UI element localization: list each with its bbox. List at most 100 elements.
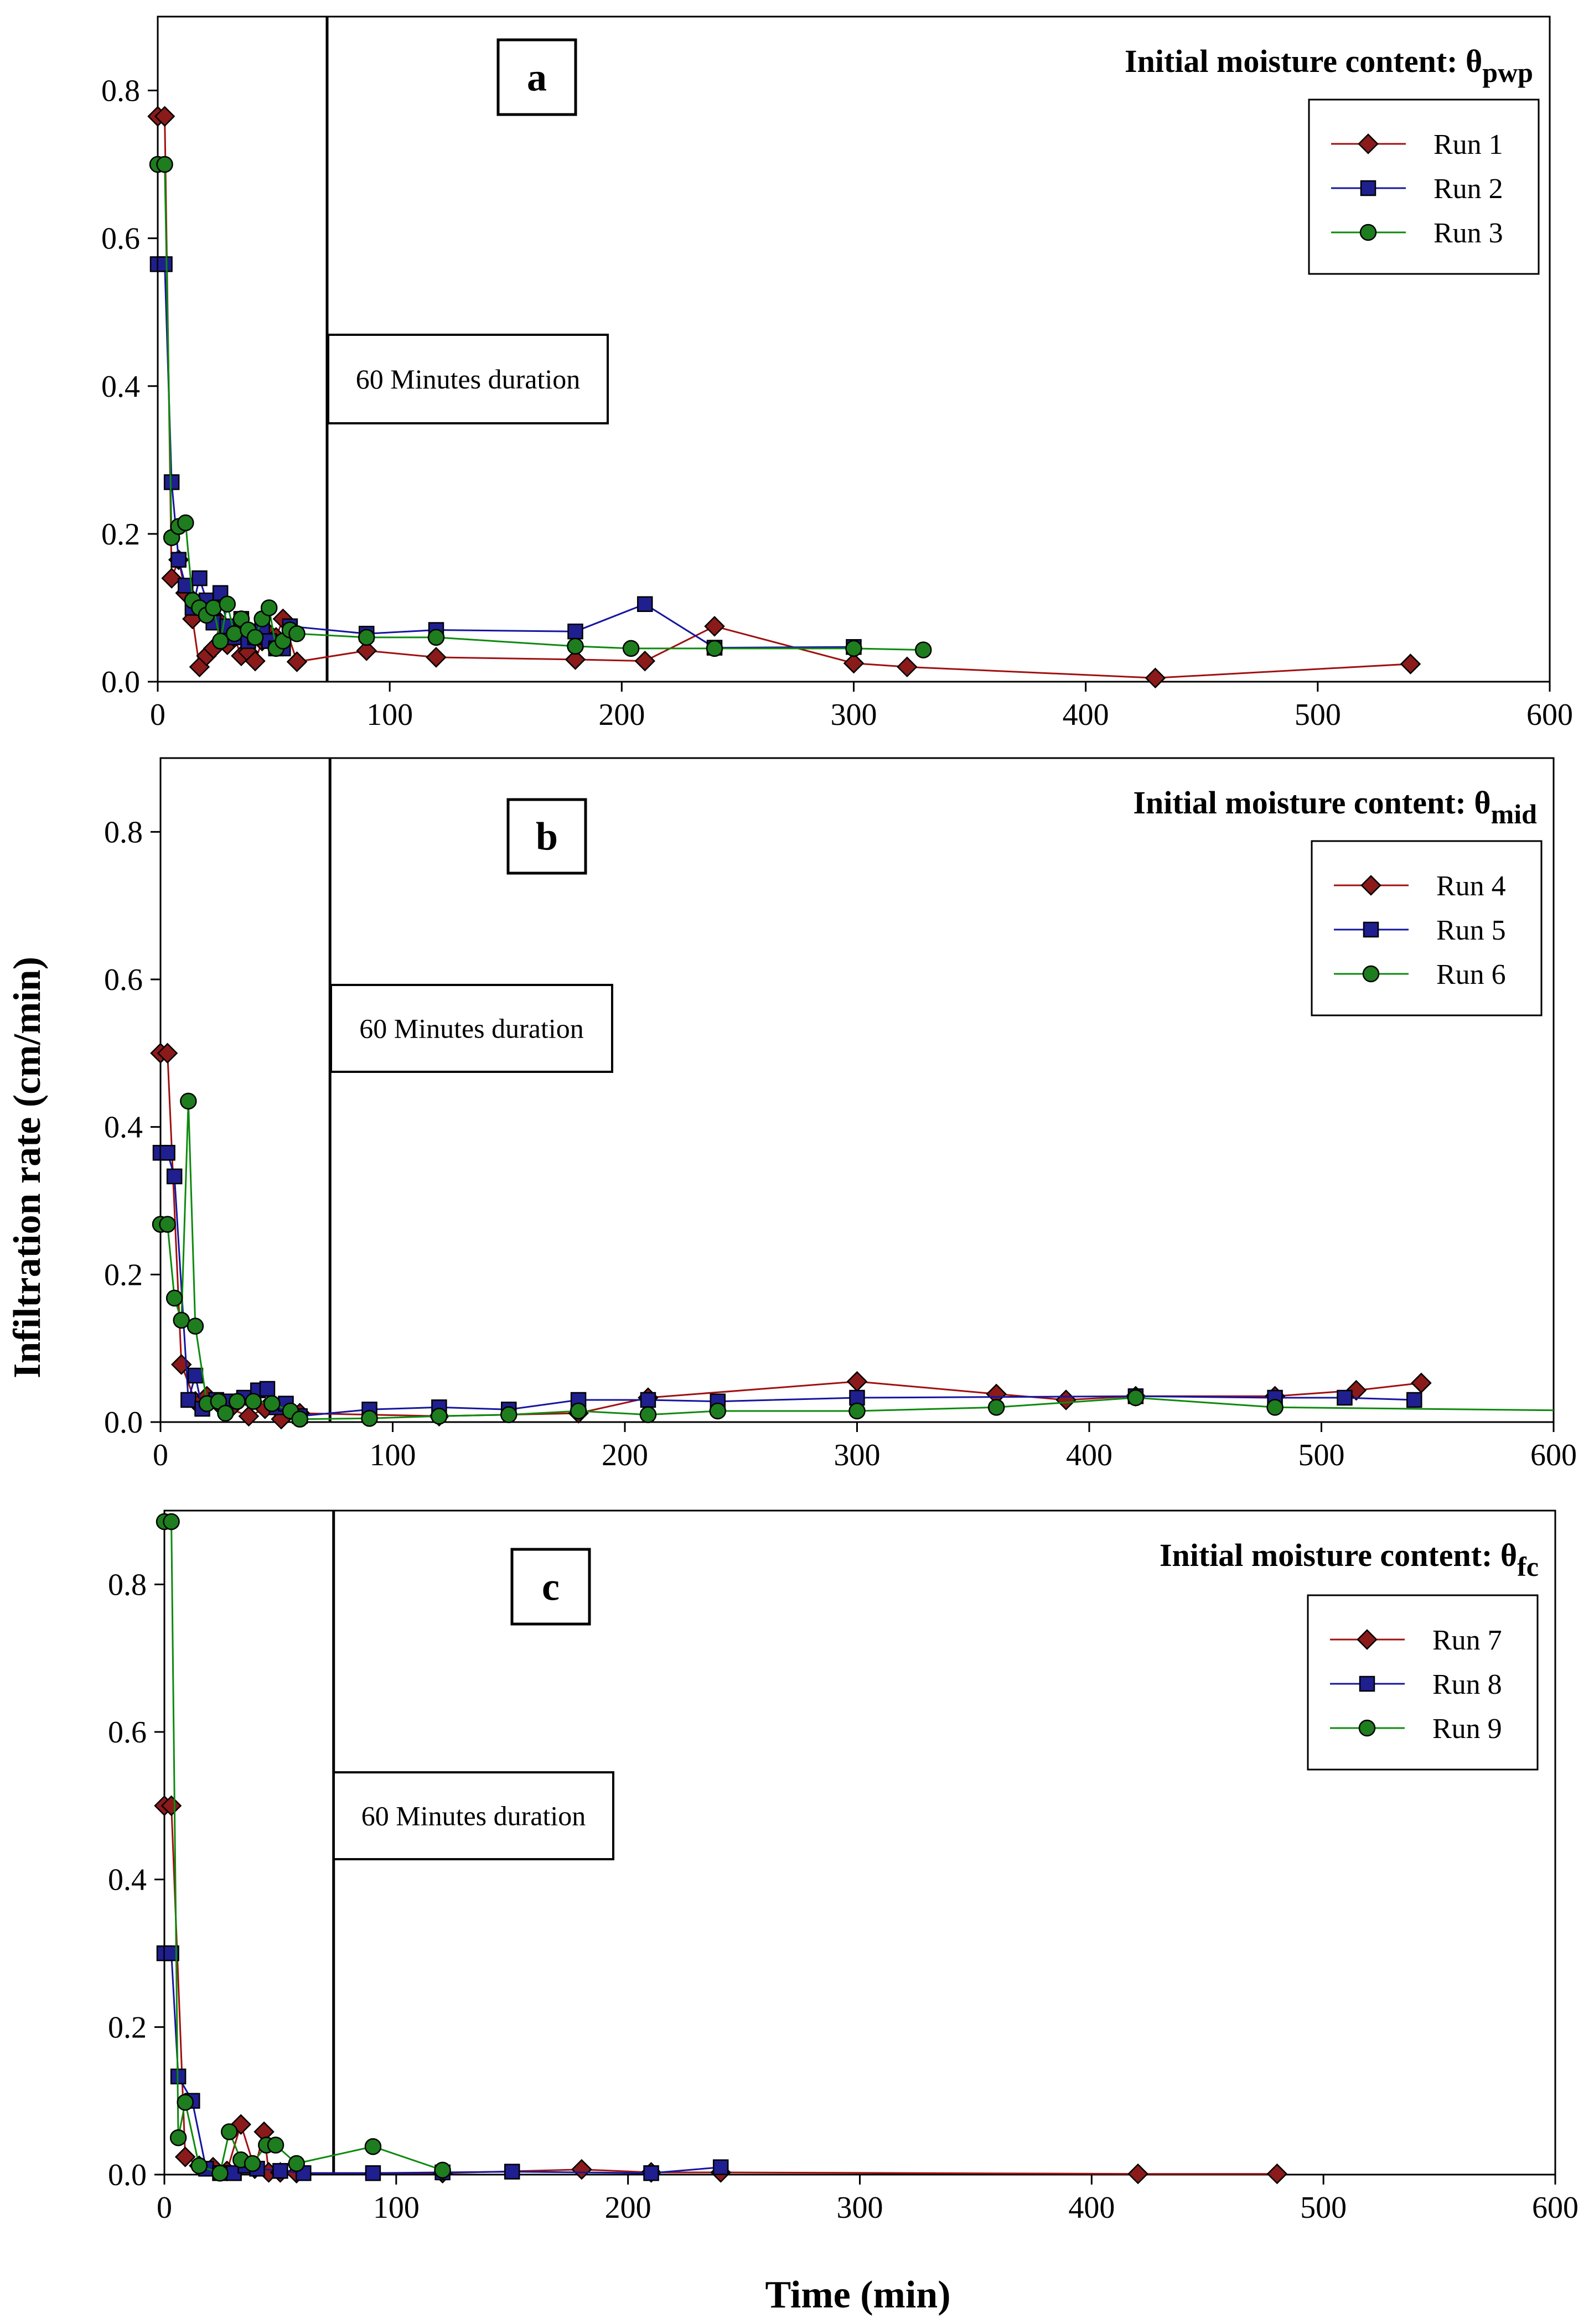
data-point — [427, 629, 445, 646]
data-point — [1266, 2163, 1288, 2185]
legend: Run 4 Run 5 Run 6 — [1311, 840, 1543, 1016]
data-point — [173, 1311, 190, 1329]
data-point — [637, 596, 653, 613]
data-point — [361, 1410, 378, 1427]
x-tick-label: 600 — [1532, 2191, 1579, 2225]
duration-label: 60 Minutes duration — [361, 1801, 586, 1832]
data-point — [570, 1402, 587, 1420]
legend: Run 1 Run 2 Run 3 — [1308, 98, 1540, 275]
x-tick-label: 0 — [150, 698, 165, 732]
data-point — [1145, 667, 1166, 689]
data-point — [260, 599, 278, 616]
legend-marker — [1359, 224, 1377, 241]
data-point — [622, 640, 640, 657]
panel-a: 0 100 200 300 400 500 600 0.0 0.2 0.4 0.6 0.8 60 Min… — [101, 15, 1573, 732]
legend-label: Run 2 — [1433, 173, 1503, 205]
data-point — [1127, 1389, 1145, 1407]
y-tick-label: 0.0 — [101, 665, 140, 699]
legend-label: Run 8 — [1432, 1669, 1502, 1700]
data-point — [238, 1405, 260, 1427]
data-point — [288, 2155, 305, 2172]
panel-header: Initial moisture content: θfc — [1160, 1537, 1539, 1582]
series-run-9 — [156, 1513, 451, 2182]
y-tick-label: 0.0 — [108, 2158, 147, 2192]
data-point — [219, 595, 236, 613]
duration-box — [333, 1771, 614, 1860]
data-point — [177, 2094, 194, 2111]
series-run-6 — [152, 1092, 1554, 1428]
data-point — [217, 1404, 234, 1422]
data-point — [177, 514, 194, 532]
data-point — [190, 2157, 208, 2175]
data-point — [170, 552, 187, 568]
x-tick-label: 0 — [157, 2191, 172, 2225]
data-point — [163, 474, 180, 490]
data-point — [263, 1395, 281, 1412]
data-point — [180, 1092, 197, 1110]
data-point — [259, 1381, 276, 1397]
legend-marker — [1358, 133, 1379, 154]
x-tick-label: 100 — [370, 1438, 416, 1472]
x-axis-title: Time (min) — [765, 2274, 950, 2316]
data-point — [358, 629, 375, 646]
data-point — [157, 256, 173, 272]
duration-label: 60 Minutes duration — [356, 364, 581, 395]
data-point — [1406, 1392, 1422, 1408]
data-point — [712, 2159, 729, 2175]
data-point — [291, 1410, 308, 1428]
data-point — [640, 1392, 656, 1408]
data-point — [245, 1393, 262, 1410]
panel-header: Initial moisture content: θpwp — [1125, 43, 1533, 88]
data-point — [205, 599, 222, 616]
duration-box — [330, 984, 613, 1073]
data-point — [180, 1392, 196, 1408]
y-tick-label: 0.8 — [108, 1568, 147, 1602]
data-point — [187, 1317, 204, 1335]
x-tick-label: 200 — [602, 1438, 648, 1472]
legend: Run 7 Run 8 Run 9 — [1307, 1594, 1539, 1771]
y-tick-label: 0.2 — [104, 1258, 143, 1292]
data-point — [165, 1289, 183, 1307]
series-line — [161, 1052, 1422, 1420]
panel-letter: a — [527, 55, 547, 100]
panels-layer: 0 100 200 300 400 500 600 0.0 0.2 0.4 0.6 0.8 60 Min… — [101, 15, 1579, 2225]
data-point — [211, 632, 229, 650]
data-point — [272, 2163, 288, 2179]
data-point — [1127, 2163, 1148, 2185]
data-point — [504, 2164, 520, 2180]
data-point — [706, 640, 723, 657]
data-point — [166, 1168, 183, 1185]
legend-box — [1308, 98, 1540, 275]
x-tick-label: 500 — [1298, 1438, 1345, 1472]
duration-box — [327, 334, 609, 424]
legend-marker — [1357, 1629, 1378, 1650]
panel-letter: b — [536, 815, 558, 859]
data-point — [897, 656, 918, 678]
panel-b: 0 100 200 300 400 500 600 0.0 0.2 0.4 0.6 0.8 60 Min… — [104, 757, 1577, 1472]
series-line — [164, 1804, 1277, 2175]
data-point — [987, 1399, 1005, 1416]
data-point — [434, 2161, 451, 2179]
series-run-3 — [149, 155, 932, 658]
data-point — [156, 155, 173, 173]
legend-box — [1311, 840, 1543, 1016]
panel-letter: c — [542, 1565, 560, 1609]
data-point — [709, 1402, 727, 1420]
x-tick-label: 300 — [834, 1438, 881, 1472]
legend-box — [1307, 1594, 1539, 1771]
panel-letter-box — [506, 798, 587, 875]
series-line — [164, 1952, 721, 2174]
data-point — [848, 1402, 866, 1420]
y-tick-label: 0.6 — [104, 963, 143, 997]
data-point — [565, 649, 586, 670]
data-point — [1266, 1399, 1284, 1416]
x-tick-label: 600 — [1530, 1438, 1577, 1472]
legend-label: Run 6 — [1436, 959, 1506, 990]
series-run-8 — [156, 1945, 729, 2181]
legend-marker — [1359, 1675, 1375, 1692]
data-point — [159, 1216, 176, 1233]
series-line — [158, 263, 854, 650]
data-point — [174, 2146, 196, 2167]
y-axis-title: Infiltration rate (cm/min) — [6, 957, 49, 1378]
data-point — [915, 641, 932, 658]
